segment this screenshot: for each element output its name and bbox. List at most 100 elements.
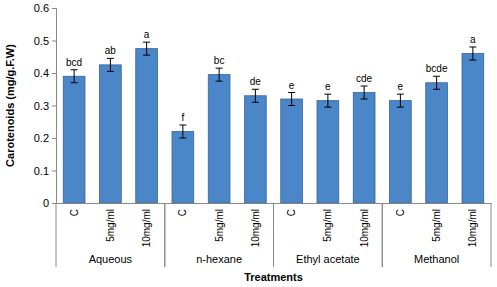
y-tick-mark bbox=[52, 138, 56, 139]
annotation: ab bbox=[105, 45, 117, 56]
error-bar-line bbox=[361, 99, 368, 100]
error-bar bbox=[397, 94, 404, 107]
error-bar-line bbox=[397, 94, 404, 95]
bar bbox=[281, 99, 303, 203]
group-label: Aqueous bbox=[89, 253, 133, 265]
x-tick: 10mg/ml bbox=[250, 203, 261, 247]
y-tick: 0.6 bbox=[34, 2, 56, 14]
error-bar bbox=[288, 93, 295, 106]
error-bar-line bbox=[216, 81, 223, 82]
x-tick-label: C bbox=[286, 209, 297, 216]
x-tick-label: 10mg/ml bbox=[359, 209, 370, 247]
bar bbox=[462, 54, 484, 204]
error-bar-line bbox=[110, 58, 111, 71]
x-tick: 10mg/ml bbox=[141, 203, 152, 247]
x-tick: 5mg/ml bbox=[322, 203, 333, 242]
group-separator bbox=[382, 203, 383, 267]
y-tick-label: 0.3 bbox=[34, 100, 49, 112]
y-tick-label: 0.1 bbox=[34, 165, 49, 177]
x-tick-label: 5mg/ml bbox=[322, 209, 333, 242]
y-axis-title: Carotenoids (mg/g.F.W) bbox=[4, 44, 16, 167]
error-bar bbox=[361, 86, 368, 99]
bar bbox=[317, 101, 339, 203]
y-tick-label: 0.4 bbox=[34, 67, 49, 79]
annotation: e bbox=[289, 80, 295, 91]
y-tick: 0.2 bbox=[34, 132, 56, 144]
bar bbox=[172, 132, 194, 204]
error-bar-line bbox=[288, 92, 295, 93]
x-tick-label: C bbox=[69, 209, 80, 216]
y-tick-label: 0.5 bbox=[34, 35, 49, 47]
x-tick-label: 5mg/ml bbox=[214, 209, 225, 242]
group-labels: Aqueousn-hexaneEthyl acetateMethanol bbox=[89, 253, 460, 265]
bar bbox=[208, 75, 230, 203]
error-bar-line bbox=[182, 125, 183, 138]
x-tick-label: 10mg/ml bbox=[467, 209, 478, 247]
group-separator bbox=[273, 203, 274, 267]
bar bbox=[63, 76, 85, 203]
group-separator bbox=[491, 203, 492, 267]
error-bar-line bbox=[107, 58, 114, 59]
error-bar-line bbox=[179, 138, 186, 139]
y-tick-mark bbox=[52, 106, 56, 107]
annotation: bc bbox=[214, 55, 225, 66]
bar bbox=[426, 83, 448, 203]
error-bar-line bbox=[324, 94, 331, 95]
bar bbox=[390, 101, 412, 203]
x-tick: 5mg/ml bbox=[431, 203, 442, 242]
x-tick-label: C bbox=[395, 209, 406, 216]
x-tick-label: 10mg/ml bbox=[250, 209, 261, 247]
x-tick-label: 5mg/ml bbox=[431, 209, 442, 242]
error-bar-line bbox=[364, 86, 365, 99]
y-axis: 0 0.1 0.2 0.3 0.4 0.5 0.6 bbox=[34, 2, 57, 209]
error-bar-line bbox=[143, 55, 150, 56]
x-tick: 5mg/ml bbox=[105, 203, 116, 242]
x-tick: C bbox=[395, 203, 406, 216]
annotations: bcdabafbcdeeecdeebcdea bbox=[66, 29, 476, 123]
x-tick: 10mg/ml bbox=[467, 203, 478, 247]
error-bar-line bbox=[433, 76, 440, 77]
x-tick: C bbox=[69, 203, 80, 216]
x-tick: 5mg/ml bbox=[214, 203, 225, 242]
error-bar bbox=[179, 125, 186, 138]
error-bar-line bbox=[219, 68, 220, 81]
error-bar-line bbox=[361, 86, 368, 87]
y-tick: 0.4 bbox=[34, 67, 56, 79]
group-separator bbox=[382, 203, 383, 267]
y-tick: 0.1 bbox=[34, 165, 56, 177]
error-bar-line bbox=[71, 82, 78, 83]
error-bar-line bbox=[400, 94, 401, 107]
error-bar-line bbox=[255, 89, 256, 102]
y-tick-mark bbox=[52, 41, 56, 42]
group-separator bbox=[164, 203, 165, 267]
annotation: a bbox=[470, 34, 476, 45]
error-bar-line bbox=[469, 47, 476, 48]
y-tick: 0.5 bbox=[34, 35, 56, 47]
error-bar bbox=[324, 94, 331, 107]
annotation: e bbox=[325, 81, 331, 92]
y-tick-label: 0 bbox=[43, 197, 49, 209]
error-bar bbox=[252, 89, 259, 102]
error-bar bbox=[216, 68, 223, 81]
error-bar-line bbox=[291, 93, 292, 106]
bar bbox=[353, 93, 375, 204]
bar bbox=[245, 96, 267, 203]
error-bar-line bbox=[74, 70, 75, 83]
annotation: bcde bbox=[426, 63, 448, 74]
x-tick-label: 5mg/ml bbox=[105, 209, 116, 242]
error-bar bbox=[433, 76, 440, 89]
error-bar-line bbox=[472, 47, 473, 60]
bar bbox=[136, 49, 158, 203]
error-bar-line bbox=[327, 94, 328, 107]
group-label: Ethyl acetate bbox=[296, 253, 360, 265]
y-tick-label: 0.2 bbox=[34, 132, 49, 144]
y-tick-mark bbox=[52, 73, 56, 74]
group-label: Methanol bbox=[414, 253, 459, 265]
x-tick: C bbox=[177, 203, 188, 216]
error-bar-line bbox=[252, 102, 259, 103]
chart: bcdabafbcdeeecdeebcdea00.10.20.30.40.50.… bbox=[0, 0, 497, 287]
y-tick-label: 0.6 bbox=[34, 2, 49, 14]
x-tick: 10mg/ml bbox=[359, 203, 370, 247]
group-separator bbox=[164, 203, 165, 267]
error-bar-line bbox=[71, 69, 78, 70]
